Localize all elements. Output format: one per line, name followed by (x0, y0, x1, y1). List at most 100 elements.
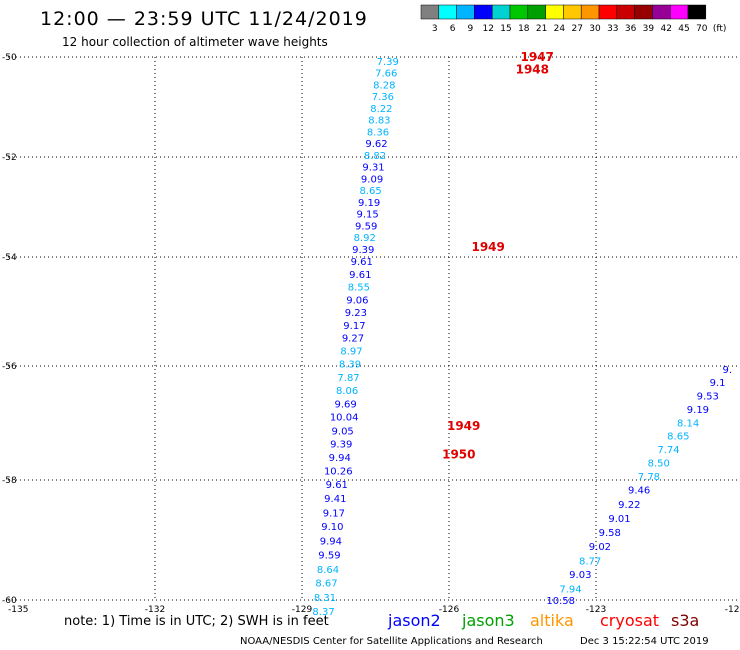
legend-swatch (669, 4, 689, 20)
data-point-label: 7.94 (559, 585, 581, 596)
legend-label: 24 (554, 24, 566, 34)
y-tick-label: -54 (2, 253, 17, 263)
data-point-label: 8.83 (368, 116, 390, 127)
legend-label: 3 (432, 24, 438, 34)
data-point-label: 8.31 (314, 593, 336, 604)
legend-label: 36 (625, 24, 637, 34)
pass-time-label: 1949 (447, 419, 480, 433)
data-point-label: 9.10 (321, 522, 343, 533)
legend-label: 18 (518, 24, 530, 34)
satellite-label-jason2: jason2 (387, 611, 441, 630)
legend-swatch (616, 4, 635, 20)
data-point-label: 8.39 (339, 359, 361, 370)
data-point-label: 10.26 (324, 466, 353, 477)
legend-label: 30 (589, 24, 601, 34)
data-point-label: 8.65 (359, 186, 381, 197)
data-point-label: 8.77 (579, 556, 601, 567)
data-point-label: 9. (723, 365, 733, 376)
y-tick-label: -52 (2, 153, 17, 163)
legend-label: (ft) (713, 24, 727, 34)
data-point-label: 8.82 (364, 151, 386, 162)
data-point-label: 9.61 (349, 270, 371, 281)
legend-label: 42 (660, 24, 671, 34)
data-point-label: 8.65 (667, 432, 689, 443)
legend-label: 21 (536, 24, 547, 34)
legend-label: 70 (696, 24, 708, 34)
x-tick-label: -135 (8, 605, 28, 615)
pass-time-label: 1948 (516, 63, 549, 77)
footer-credit: NOAA/NESDIS Center for Satellite Applica… (240, 636, 543, 647)
legend-swatch (687, 4, 707, 20)
data-point-label: 9.53 (697, 392, 719, 403)
x-tick-label: -124 (725, 605, 740, 615)
data-point-label: 7.39 (377, 57, 399, 68)
data-point-label: 9.62 (365, 139, 387, 150)
data-point-label: 9.31 (362, 163, 384, 174)
data-point-label: 9.94 (320, 537, 342, 548)
footer-timestamp: Dec 3 15:22:54 UTC 2019 (580, 636, 709, 647)
data-point-label: 9.15 (357, 210, 379, 221)
y-tick-label: -58 (2, 476, 17, 486)
data-point-label: 9.27 (342, 334, 364, 345)
pass-time-label: 1947 (520, 50, 553, 64)
legend-swatch (456, 4, 475, 20)
data-point-label: 10.58 (546, 596, 575, 607)
satellite-label-cryosat: cryosat (600, 611, 659, 630)
data-point-label: 9.02 (589, 542, 611, 553)
x-tick-label: -123 (586, 605, 606, 615)
legend-swatch (491, 4, 511, 20)
pass-time-label: 1950 (442, 447, 475, 461)
legend-swatch (420, 4, 440, 20)
data-point-label: 9.19 (358, 198, 380, 209)
satellite-legend: jason2 jason3 altika cryosat s3a (387, 611, 699, 630)
legend-label: 6 (450, 24, 456, 34)
legend-label: 12 (482, 24, 493, 34)
legend-swatch (474, 4, 493, 20)
data-point-label: 9.94 (329, 453, 351, 464)
y-tick-label: -60 (2, 596, 17, 606)
data-point-label: 9.05 (332, 426, 354, 437)
data-point-label: 7.36 (372, 92, 394, 103)
data-point-label: 8.67 (315, 579, 337, 590)
data-point-label: 8.97 (340, 347, 362, 358)
data-point-label: 9.22 (618, 500, 640, 511)
data-point-label: 9.17 (343, 321, 365, 332)
data-point-label: 9.41 (324, 494, 346, 505)
legend-swatch (652, 4, 671, 20)
data-point-label: 8.50 (648, 458, 670, 469)
satellite-label-altika: altika (530, 611, 574, 630)
legend-label: 45 (678, 24, 689, 34)
legend-label: 15 (500, 24, 511, 34)
legend-swatch (634, 4, 653, 20)
data-point-label: 8.14 (677, 418, 699, 429)
data-point-label: 8.36 (367, 128, 389, 139)
legend-label: 27 (571, 24, 582, 34)
legend-swatch (438, 4, 457, 20)
data-point-label: 9.19 (687, 405, 709, 416)
data-point-label: 7.74 (657, 445, 679, 456)
data-point-label: 9.1 (710, 378, 726, 389)
legend-swatch (509, 4, 529, 20)
data-point-label: 9.06 (346, 296, 368, 307)
x-tick-label: -132 (145, 605, 165, 615)
data-point-label: 9.58 (599, 528, 621, 539)
data-point-label: 9.39 (352, 245, 374, 256)
data-point-label: 8.37 (312, 607, 334, 618)
x-tick-label: -129 (292, 605, 313, 615)
pass-time-label: 1949 (471, 240, 504, 254)
legend-label: 9 (468, 24, 474, 34)
chart-title: 12:00 — 23:59 UTC 11/24/2019 (40, 8, 368, 30)
y-tick-label: -50 (2, 53, 17, 63)
data-point-label: 8.92 (354, 233, 376, 244)
data-point-label: 10.04 (330, 413, 359, 424)
legend-label: 33 (607, 24, 618, 34)
data-point-label: 7.87 (337, 373, 359, 384)
legend-swatch (580, 4, 600, 20)
plot-area: -50 -52 -54 -56 -58 -60-135 -132 -129 -126 -123 -1… (2, 50, 740, 618)
data-point-label: 9.59 (318, 550, 340, 561)
satellite-label-jason3: jason3 (461, 611, 515, 630)
data-point-label: 8.55 (348, 282, 370, 293)
data-point-label: 8.28 (373, 81, 395, 92)
data-point-label: 9.09 (361, 175, 383, 186)
